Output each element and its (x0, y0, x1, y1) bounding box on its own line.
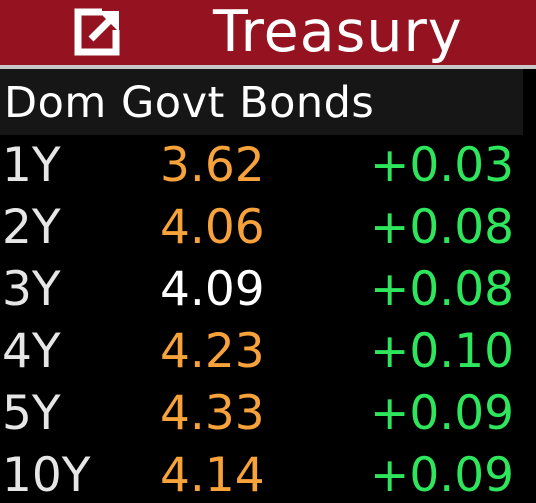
tenor-label: 2Y (2, 200, 61, 255)
yield-value: 4.33 (160, 386, 265, 441)
yield-value: 3.62 (160, 138, 265, 193)
tenor-label: 1Y (2, 138, 61, 193)
bond-row-3y[interactable]: 3Y 4.09 +0.08 (0, 259, 536, 321)
tenor-label: 10Y (2, 448, 91, 503)
tenor-label: 3Y (2, 262, 61, 317)
bond-row-2y[interactable]: 2Y 4.06 +0.08 (0, 197, 536, 259)
bond-row-1y[interactable]: 1Y 3.62 +0.03 (0, 135, 536, 197)
bond-row-4y[interactable]: 4Y 4.23 +0.10 (0, 321, 536, 383)
change-value: +0.08 (369, 200, 514, 255)
section-header-label: Dom Govt Bonds (4, 78, 375, 128)
tenor-label: 4Y (2, 324, 61, 379)
change-value: +0.03 (369, 138, 514, 193)
change-value: +0.10 (369, 324, 514, 379)
change-value: +0.09 (369, 386, 514, 441)
bond-row-5y[interactable]: 5Y 4.33 +0.09 (0, 383, 536, 445)
tenor-label: 5Y (2, 386, 61, 441)
widget-title: Treasury (213, 0, 463, 65)
change-value: +0.08 (369, 262, 514, 317)
change-value: +0.09 (369, 448, 514, 503)
section-header: Dom Govt Bonds (0, 69, 523, 135)
title-bar: Treasury (0, 0, 536, 69)
popout-icon[interactable] (72, 8, 122, 58)
yield-value: 4.06 (160, 200, 265, 255)
yield-value: 4.14 (160, 448, 265, 503)
yield-value: 4.23 (160, 324, 265, 379)
bond-yield-table: 1Y 3.62 +0.03 2Y 4.06 +0.08 3Y 4.09 +0.0… (0, 135, 536, 503)
yield-value: 4.09 (160, 262, 265, 317)
bond-row-10y[interactable]: 10Y 4.14 +0.09 (0, 445, 536, 503)
